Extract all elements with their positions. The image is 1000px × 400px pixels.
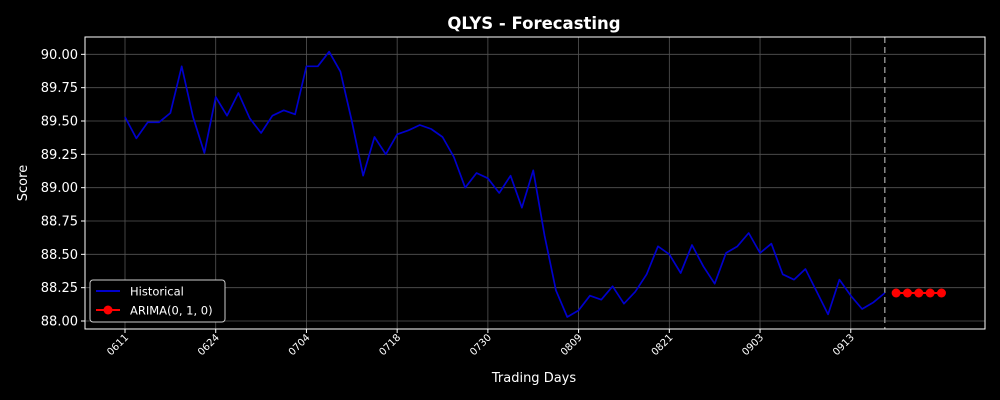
y-axis: 88.00 88.25 88.50 88.75 89.00 89.25 89.50 89.75… (41, 48, 85, 330)
chart-title: QLYS - Forecasting (447, 14, 620, 33)
plot-frame (84, 36, 986, 330)
forecast-point (914, 288, 924, 298)
forecast-point (936, 288, 946, 298)
legend-historical-label: Historical (130, 285, 184, 299)
y-tick-label: 88.75 (41, 215, 78, 230)
legend-forecast-marker (103, 305, 113, 315)
y-tick-label: 90.00 (41, 48, 78, 63)
y-tick-label: 88.00 (41, 315, 78, 330)
series-layer (124, 50, 946, 318)
grid-lines (85, 37, 985, 329)
forecast-point (925, 288, 935, 298)
y-axis-label: Score (16, 165, 31, 201)
legend: Historical ARIMA(0, 1, 0) (89, 279, 226, 323)
x-axis-label: Trading Days (491, 371, 576, 386)
legend-box (89, 279, 226, 323)
y-tick-label: 89.00 (41, 181, 78, 196)
y-tick-label: 89.75 (41, 81, 78, 96)
forecast-point (902, 288, 912, 298)
y-tick-label: 89.50 (41, 115, 78, 130)
forecast-point (891, 288, 901, 298)
y-tick-label: 88.50 (41, 248, 78, 263)
y-tick-label: 88.25 (41, 281, 78, 296)
series-historical-line (124, 50, 886, 318)
legend-forecast-label: ARIMA(0, 1, 0) (130, 304, 213, 318)
y-tick-label: 89.25 (41, 148, 78, 163)
